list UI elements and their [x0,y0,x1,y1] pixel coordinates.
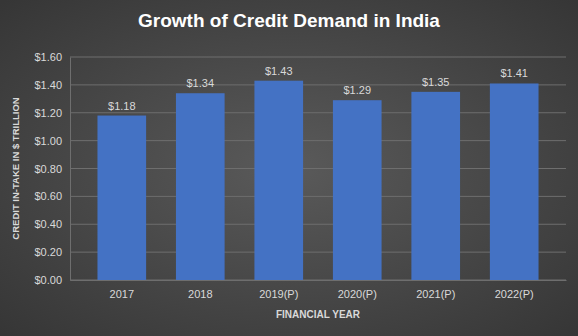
y-tick-label: $1.60 [34,51,62,63]
data-label: $1.18 [108,100,136,112]
y-tick-label: $0.80 [34,163,62,175]
y-tick: $1.40 [34,79,70,91]
background [0,0,578,336]
x-axis: 2017 2018 2019(P) 2020(P) 2021(P) 2022(P) [71,281,567,300]
bars [97,81,538,280]
x-tick-label: 2019(P) [259,288,298,300]
data-label: $1.41 [500,67,528,79]
y-tick: $1.00 [34,135,70,147]
data-label: $1.43 [265,65,293,77]
data-labels: $1.18 $1.34 $1.43 $1.29 $1.35 $1.41 [108,65,528,112]
y-tick: $0.00 [34,274,70,286]
x-tick: 2018 [188,288,212,300]
grid-line [70,57,566,58]
x-tick: 2019(P) [259,288,298,300]
x-tick: 2017 [110,288,134,300]
y-tick-label: $0.40 [34,218,62,230]
bar [97,116,146,280]
x-tick-label: 2022(P) [495,288,534,300]
x-tick: 2021(P) [416,288,455,300]
bar [490,83,539,280]
y-axis-title: CREDIT IN-TAKE IN $ TRILLION [10,97,21,239]
chart: $0.00 $0.20 $0.40 $0.60 $0.80 $1.00 $1.20 $1.40… [0,0,578,336]
x-tick-label: 2021(P) [416,288,455,300]
y-tick-label: $0.00 [34,274,62,286]
y-axis-line [70,58,71,281]
y-axis: $0.00 $0.20 $0.40 $0.60 $0.80 $1.00 $1.20 $1.40… [34,51,70,286]
data-label: $1.35 [422,76,450,88]
x-tick: 2020(P) [338,288,377,300]
y-tick-label: $1.20 [34,107,62,119]
bar [254,81,303,280]
y-tick: $0.20 [34,246,70,258]
x-axis-line [71,280,567,281]
x-axis-title: FINANCIAL YEAR [276,309,361,320]
x-tick-label: 2018 [188,288,212,300]
bar [411,92,460,280]
x-tick: 2022(P) [495,288,534,300]
y-tick: $0.80 [34,163,70,175]
y-tick-label: $0.60 [34,190,62,202]
data-label: $1.29 [343,84,371,96]
title: Growth of Credit Demand in India [138,10,440,31]
y-tick-label: $0.20 [34,246,62,258]
y-tick: $0.60 [34,190,70,202]
bar [176,93,225,280]
data-label: $1.34 [187,77,215,89]
y-tick: $1.60 [34,51,70,63]
y-tick: $1.20 [34,107,70,119]
y-tick-label: $1.40 [34,79,62,91]
y-tick: $0.40 [34,218,70,230]
bar [333,100,382,280]
x-tick-label: 2017 [110,288,134,300]
grid [70,57,566,280]
y-tick-label: $1.00 [34,135,62,147]
x-tick-label: 2020(P) [338,288,377,300]
